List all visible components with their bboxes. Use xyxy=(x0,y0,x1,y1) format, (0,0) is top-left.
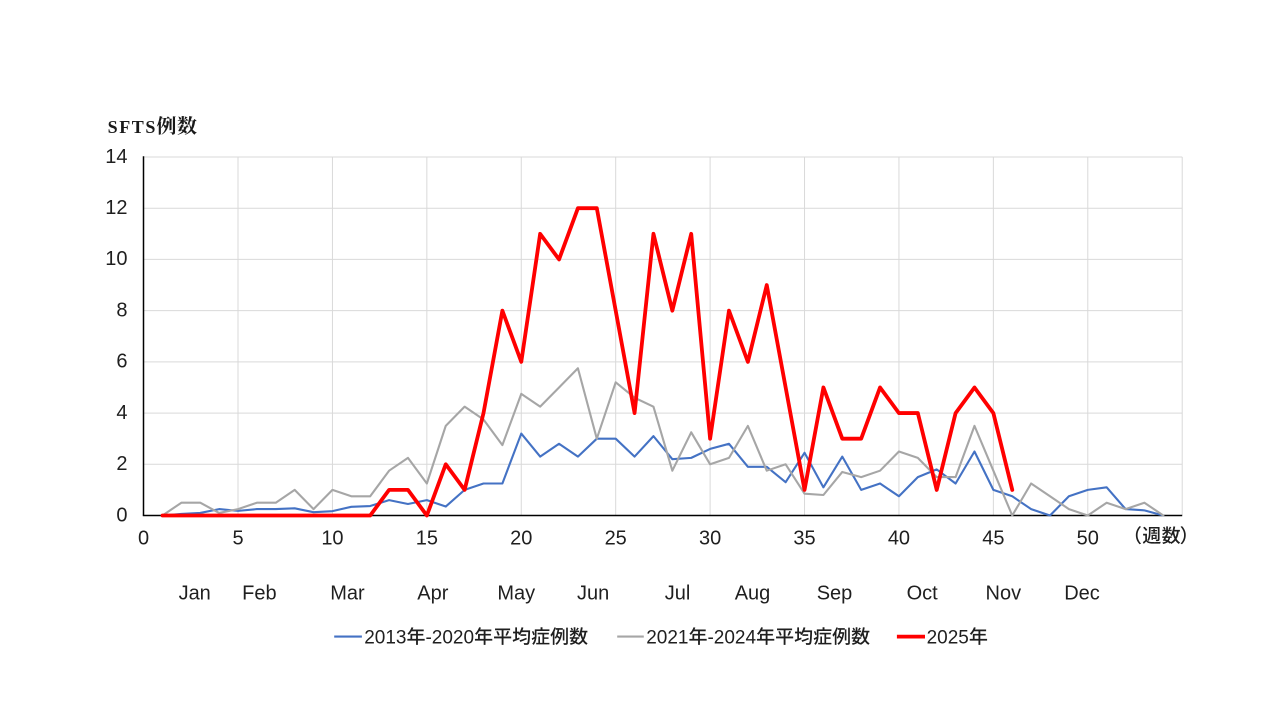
svg-text:Mar: Mar xyxy=(330,583,365,605)
svg-text:8: 8 xyxy=(116,299,127,321)
svg-text:10: 10 xyxy=(321,528,343,550)
svg-text:35: 35 xyxy=(793,528,815,550)
svg-text:2021: 2021 xyxy=(646,627,688,648)
svg-text:-: - xyxy=(708,627,714,648)
svg-text:Oct: Oct xyxy=(907,583,939,605)
svg-text:20: 20 xyxy=(510,528,532,550)
svg-text:50: 50 xyxy=(1077,528,1099,550)
svg-text:Aug: Aug xyxy=(735,583,771,605)
svg-text:Apr: Apr xyxy=(417,583,448,605)
svg-text:5: 5 xyxy=(232,528,243,550)
svg-text:6: 6 xyxy=(116,351,127,373)
svg-text:2025: 2025 xyxy=(927,627,969,648)
svg-text:0: 0 xyxy=(138,528,149,550)
svg-text:Nov: Nov xyxy=(986,583,1022,605)
svg-text:10: 10 xyxy=(105,248,127,270)
svg-text:14: 14 xyxy=(105,146,127,168)
svg-text:Dec: Dec xyxy=(1064,583,1100,605)
svg-text:2: 2 xyxy=(116,453,127,475)
svg-text:Sep: Sep xyxy=(817,583,853,605)
svg-text:Jun: Jun xyxy=(577,583,609,605)
svg-text:25: 25 xyxy=(605,528,627,550)
svg-text:Jul: Jul xyxy=(665,583,691,605)
svg-text:-: - xyxy=(426,627,432,648)
svg-text:Feb: Feb xyxy=(242,583,276,605)
svg-text:4: 4 xyxy=(116,402,127,424)
svg-text:12: 12 xyxy=(105,197,127,219)
svg-text:Jan: Jan xyxy=(179,583,211,605)
svg-text:30: 30 xyxy=(699,528,721,550)
svg-text:0: 0 xyxy=(116,504,127,526)
svg-text:2024: 2024 xyxy=(714,627,757,648)
svg-text:45: 45 xyxy=(982,528,1004,550)
svg-text:SFTS: SFTS xyxy=(108,117,157,137)
svg-text:15: 15 xyxy=(416,528,438,550)
svg-text:May: May xyxy=(497,583,535,605)
svg-text:2020: 2020 xyxy=(432,627,474,648)
svg-text:2013: 2013 xyxy=(364,627,406,648)
svg-text:40: 40 xyxy=(888,528,910,550)
